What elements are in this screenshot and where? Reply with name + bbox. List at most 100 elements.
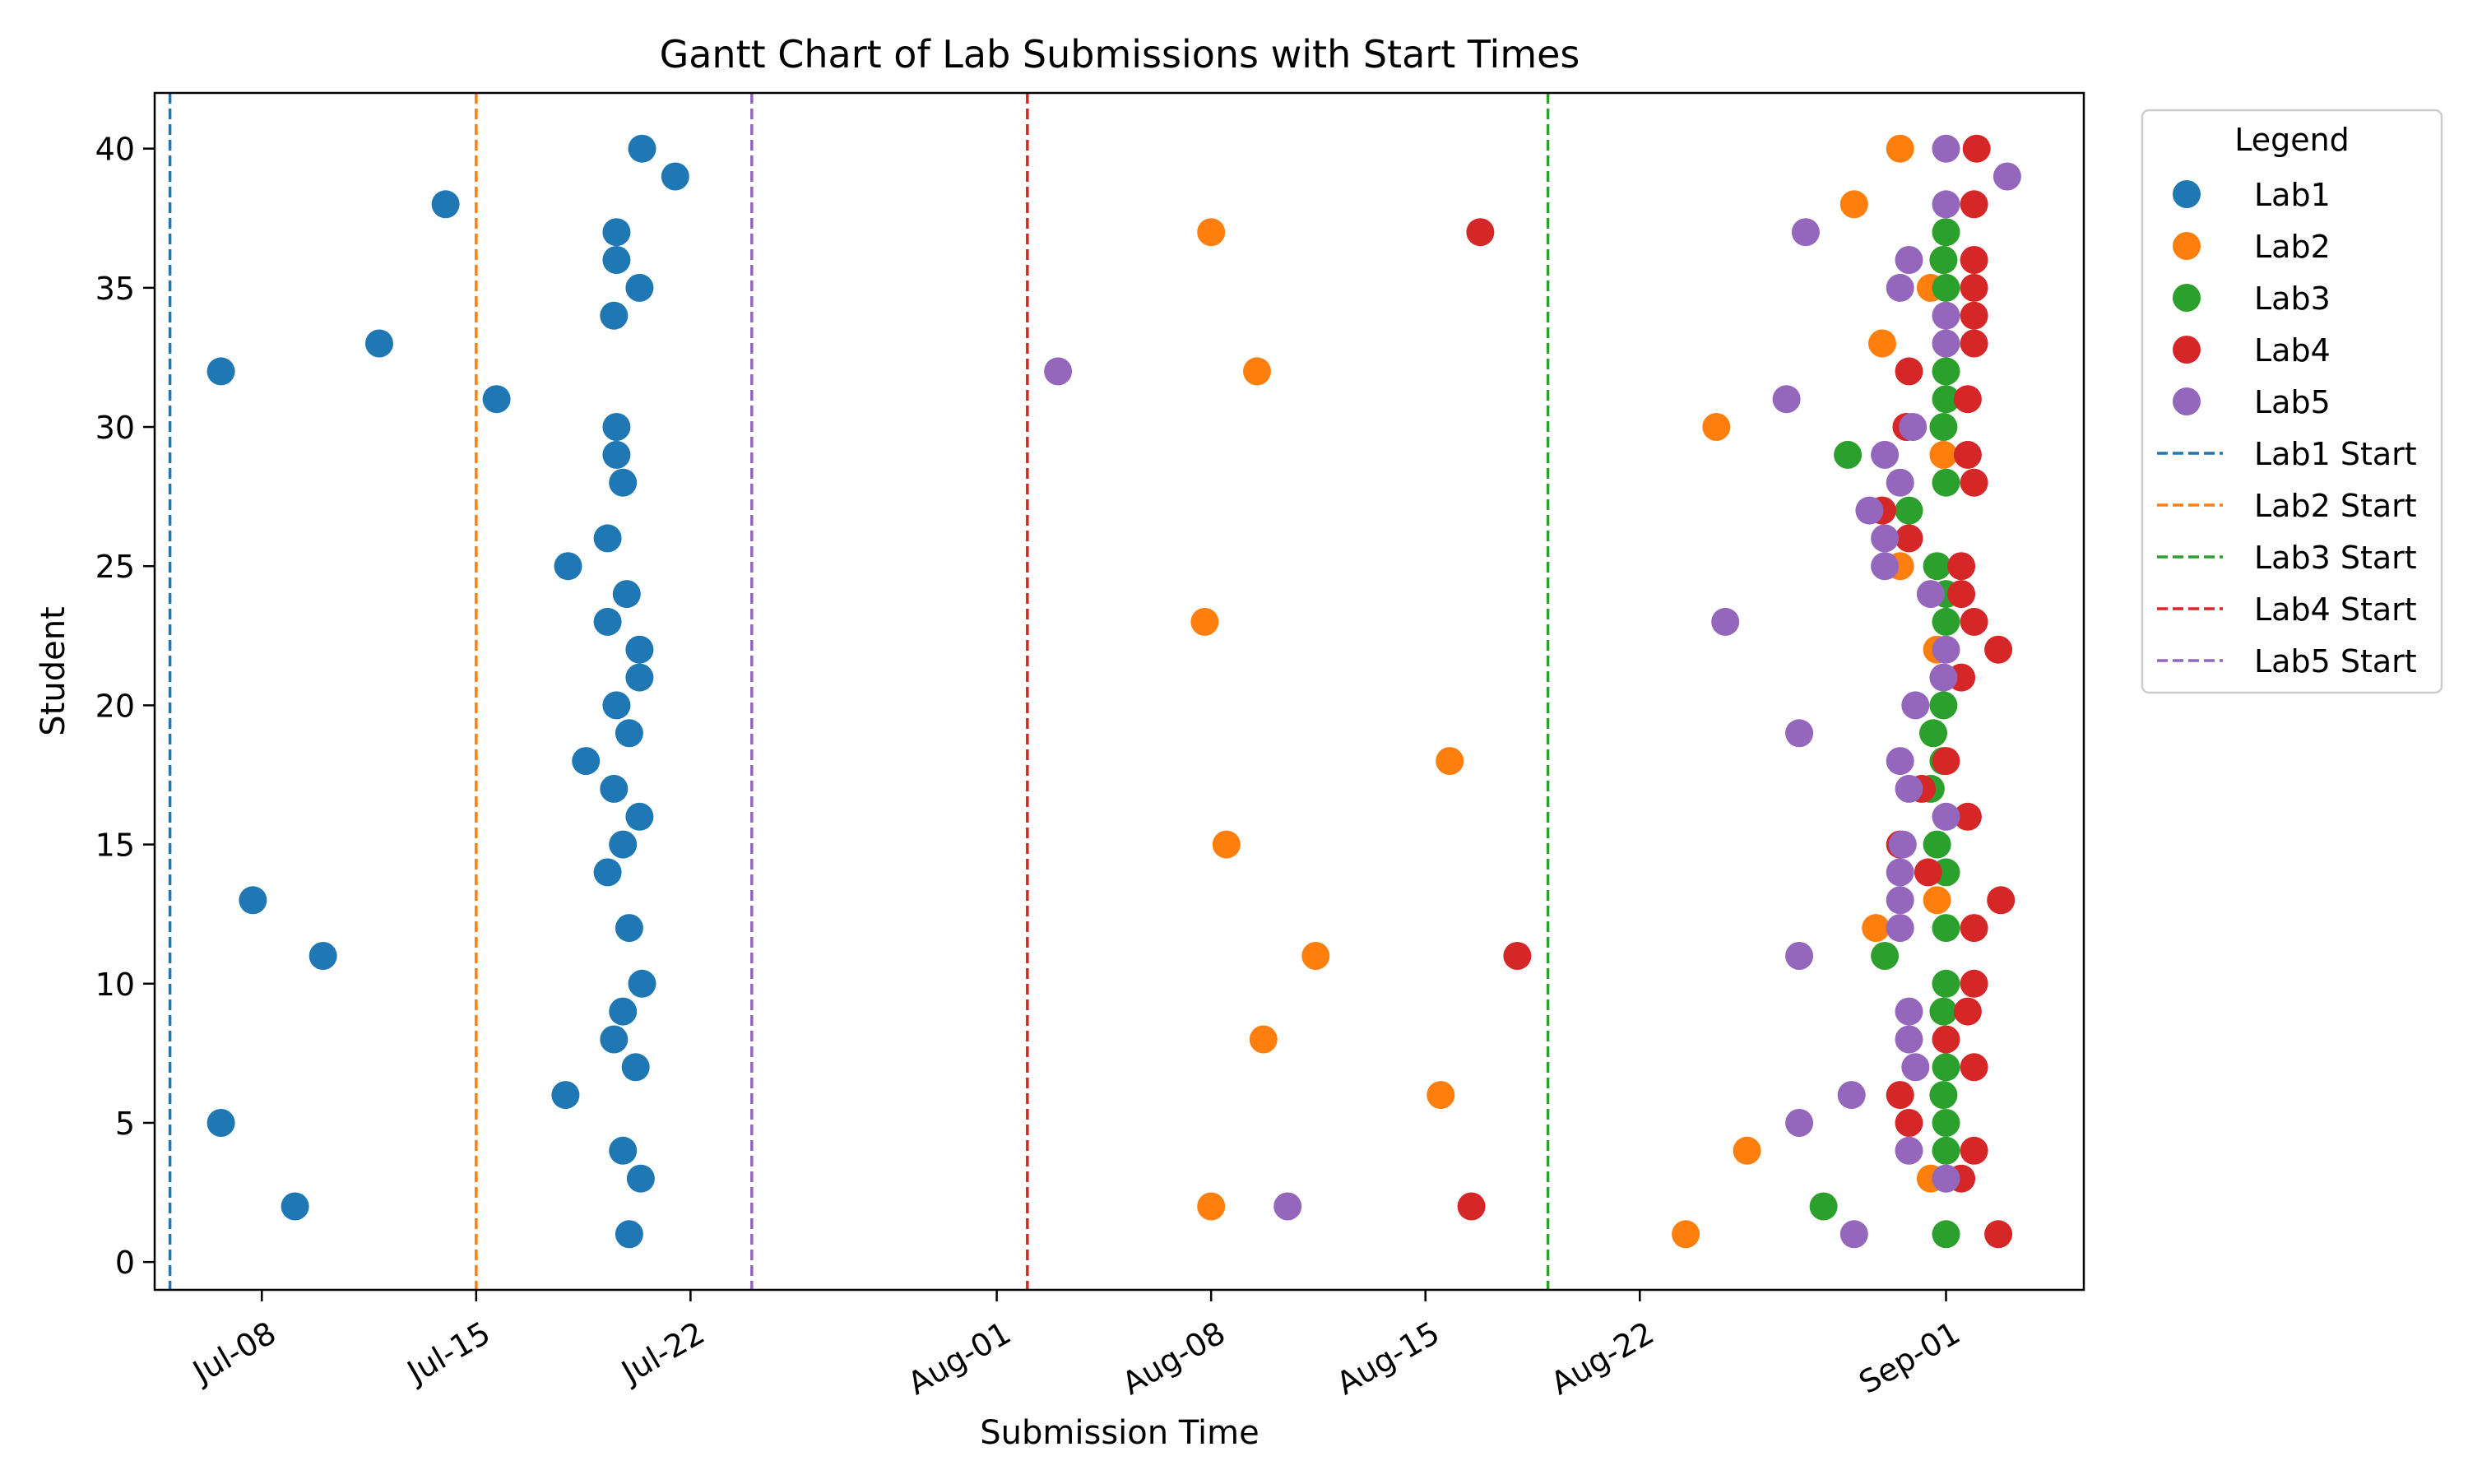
data-point-lab5-student-2 xyxy=(1273,1192,1302,1221)
data-point-lab3-student-36 xyxy=(1929,246,1958,274)
data-point-lab5-student-14 xyxy=(1886,858,1914,887)
data-point-lab5-student-12 xyxy=(1886,914,1914,943)
legend-marker-lab1 xyxy=(2173,180,2201,208)
data-point-lab3-student-19 xyxy=(1919,719,1947,748)
data-point-lab5-student-16 xyxy=(1932,802,1960,831)
data-point-lab4-student-13 xyxy=(1987,886,2016,915)
data-point-lab5-student-39 xyxy=(1992,162,2021,191)
data-point-lab1-student-33 xyxy=(365,329,393,358)
data-point-lab1-student-20 xyxy=(602,691,631,720)
series-lab4 xyxy=(1457,134,2016,1249)
data-point-lab4-student-1 xyxy=(1984,1220,2013,1249)
data-point-lab1-student-34 xyxy=(600,301,629,330)
data-point-lab3-student-10 xyxy=(1932,969,1960,998)
data-point-lab3-student-5 xyxy=(1932,1109,1960,1137)
data-point-lab1-student-16 xyxy=(625,802,654,831)
data-point-lab2-student-1 xyxy=(1672,1220,1700,1249)
data-point-lab5-student-36 xyxy=(1895,246,1923,274)
legend-label-lab1-start: Lab1 Start xyxy=(2254,436,2417,472)
data-point-lab5-student-6 xyxy=(1837,1081,1866,1110)
y-tick-label: 25 xyxy=(95,549,135,585)
data-point-lab3-student-6 xyxy=(1929,1081,1958,1110)
y-axis-label: Student xyxy=(35,606,72,735)
data-point-lab3-student-9 xyxy=(1929,997,1958,1026)
data-point-lab4-student-25 xyxy=(1947,552,1976,581)
data-point-lab3-student-11 xyxy=(1871,942,1900,970)
legend-label-lab5: Lab5 xyxy=(2254,384,2331,420)
data-point-lab3-student-31 xyxy=(1932,385,1960,414)
data-point-lab1-student-11 xyxy=(308,942,337,970)
legend-label-lab5-start: Lab5 Start xyxy=(2254,643,2417,679)
y-tick-label: 35 xyxy=(95,271,135,307)
data-point-lab1-student-14 xyxy=(593,858,622,887)
y-tick-label: 15 xyxy=(95,828,135,864)
data-point-lab4-student-14 xyxy=(1914,858,1942,887)
data-point-lab4-student-34 xyxy=(1960,301,1988,330)
data-point-lab3-student-37 xyxy=(1932,218,1960,247)
series-lab1 xyxy=(206,134,689,1249)
y-tick-label: 0 xyxy=(115,1245,135,1281)
data-point-lab4-student-38 xyxy=(1960,190,1988,219)
data-point-lab1-student-38 xyxy=(431,190,460,219)
data-point-lab1-student-12 xyxy=(615,914,643,943)
data-point-lab2-student-32 xyxy=(1243,357,1271,386)
x-axis-label: Submission Time xyxy=(980,1414,1259,1452)
data-point-lab4-student-36 xyxy=(1960,246,1988,274)
data-point-lab1-student-22 xyxy=(625,635,654,664)
data-point-lab1-student-18 xyxy=(572,747,601,776)
data-point-lab5-student-22 xyxy=(1932,635,1960,664)
data-point-lab1-student-32 xyxy=(206,357,235,386)
data-point-lab2-student-12 xyxy=(1862,914,1890,943)
data-point-lab5-student-23 xyxy=(1711,607,1740,636)
data-point-lab3-student-35 xyxy=(1932,273,1960,302)
data-point-lab3-student-15 xyxy=(1923,830,1951,859)
data-point-lab5-student-34 xyxy=(1932,301,1960,330)
data-point-lab5-student-38 xyxy=(1932,190,1960,219)
data-point-lab1-student-24 xyxy=(612,580,641,609)
data-point-lab1-student-29 xyxy=(602,440,631,469)
data-point-lab1-student-15 xyxy=(609,830,638,859)
data-point-lab4-student-24 xyxy=(1947,580,1976,609)
data-point-lab1-student-25 xyxy=(554,552,582,581)
series-lab5 xyxy=(1044,134,2021,1249)
data-point-lab1-student-36 xyxy=(602,246,631,274)
data-point-lab2-student-38 xyxy=(1839,190,1868,219)
data-point-lab2-student-2 xyxy=(1197,1192,1226,1221)
legend-label-lab3-start: Lab3 Start xyxy=(2254,540,2417,576)
data-point-lab5-student-21 xyxy=(1929,663,1958,692)
data-point-lab1-student-10 xyxy=(628,969,656,998)
data-point-lab1-student-13 xyxy=(239,886,267,915)
y-tick-label: 5 xyxy=(115,1106,135,1142)
legend-box xyxy=(2141,109,2443,694)
data-point-lab2-student-11 xyxy=(1301,942,1330,970)
data-point-lab5-student-17 xyxy=(1895,774,1923,803)
data-point-lab5-student-28 xyxy=(1886,468,1914,497)
data-point-lab4-student-16 xyxy=(1953,802,1982,831)
data-point-lab3-student-29 xyxy=(1834,440,1863,469)
legend-marker-lab2 xyxy=(2173,232,2201,260)
data-point-lab5-student-33 xyxy=(1932,329,1960,358)
data-point-lab5-student-4 xyxy=(1895,1136,1923,1165)
legend-label-lab2: Lab2 xyxy=(2254,229,2331,265)
data-point-lab2-student-40 xyxy=(1886,134,1914,163)
data-point-lab2-student-13 xyxy=(1923,886,1951,915)
data-point-lab3-student-4 xyxy=(1932,1136,1960,1165)
data-point-lab1-student-19 xyxy=(615,719,643,748)
data-point-lab3-student-20 xyxy=(1929,691,1958,720)
data-point-lab4-student-26 xyxy=(1895,524,1923,553)
data-point-lab1-student-31 xyxy=(482,385,511,414)
series-lab2 xyxy=(1190,134,1958,1249)
data-point-lab1-student-8 xyxy=(600,1025,629,1054)
data-point-lab5-student-19 xyxy=(1785,719,1814,748)
data-point-lab1-student-35 xyxy=(625,273,654,302)
data-point-lab5-student-25 xyxy=(1871,552,1900,581)
data-point-lab1-student-4 xyxy=(609,1136,638,1165)
data-point-lab1-student-26 xyxy=(593,524,622,553)
data-point-lab1-student-3 xyxy=(626,1164,655,1193)
data-point-lab5-student-9 xyxy=(1895,997,1923,1026)
data-point-lab4-student-28 xyxy=(1960,468,1988,497)
data-point-lab5-student-29 xyxy=(1871,440,1900,469)
data-point-lab1-student-40 xyxy=(628,134,656,163)
data-point-lab2-student-29 xyxy=(1929,440,1958,469)
data-point-lab4-student-12 xyxy=(1960,914,1988,943)
